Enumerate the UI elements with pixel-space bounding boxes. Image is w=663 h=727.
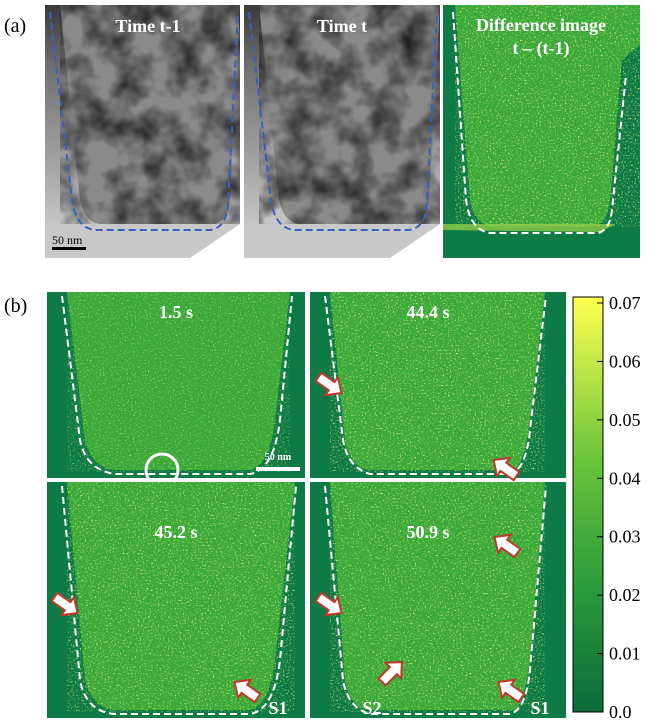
time-label: 1.5 s <box>159 302 193 322</box>
frame: 50.9 s S2 S1 <box>310 482 566 718</box>
frame: 50 nm 1.5 s <box>47 292 305 486</box>
image-title: Time t-1 <box>115 16 180 36</box>
site-label: S2 <box>362 698 381 718</box>
colorbar-ticks: 0.0 0.01 0.02 0.03 0.04 0.05 0.06 0.07 <box>597 293 641 722</box>
image-title: Difference image <box>476 15 606 35</box>
frame: 45.2 s S1 <box>47 482 305 718</box>
time-label: 45.2 s <box>154 522 197 542</box>
site-label: S1 <box>268 698 287 718</box>
tem-image: Time t <box>244 5 440 258</box>
tick-label: 0.07 <box>609 293 641 313</box>
frame: 44.4 s S1 <box>310 292 566 502</box>
time-label: 50.9 s <box>406 522 449 542</box>
site-label: S1 <box>530 698 549 718</box>
difference-image: Difference image t – (t-1) <box>443 5 640 258</box>
scale-bar-label: 50 nm <box>265 452 292 463</box>
time-label: 44.4 s <box>406 302 449 322</box>
tick-label: 0.0 <box>609 702 632 722</box>
colorbar <box>573 297 603 712</box>
tick-label: 0.05 <box>609 410 641 430</box>
panel-label: (a) <box>4 15 26 37</box>
image-title: Time t <box>317 16 367 36</box>
tick-label: 0.02 <box>609 585 641 605</box>
figure: (a) (b) Time t-1 50 nm Time t Difference… <box>0 0 663 722</box>
image-title: t – (t-1) <box>513 38 570 59</box>
tick-label: 0.03 <box>609 527 641 547</box>
tick-label: 0.06 <box>609 351 641 371</box>
scale-bar-label: 50 nm <box>52 233 83 247</box>
panel-label: (b) <box>4 295 27 317</box>
tick-label: 0.01 <box>609 644 641 664</box>
tick-label: 0.04 <box>609 468 641 488</box>
tem-image: Time t-1 50 nm <box>45 5 240 258</box>
